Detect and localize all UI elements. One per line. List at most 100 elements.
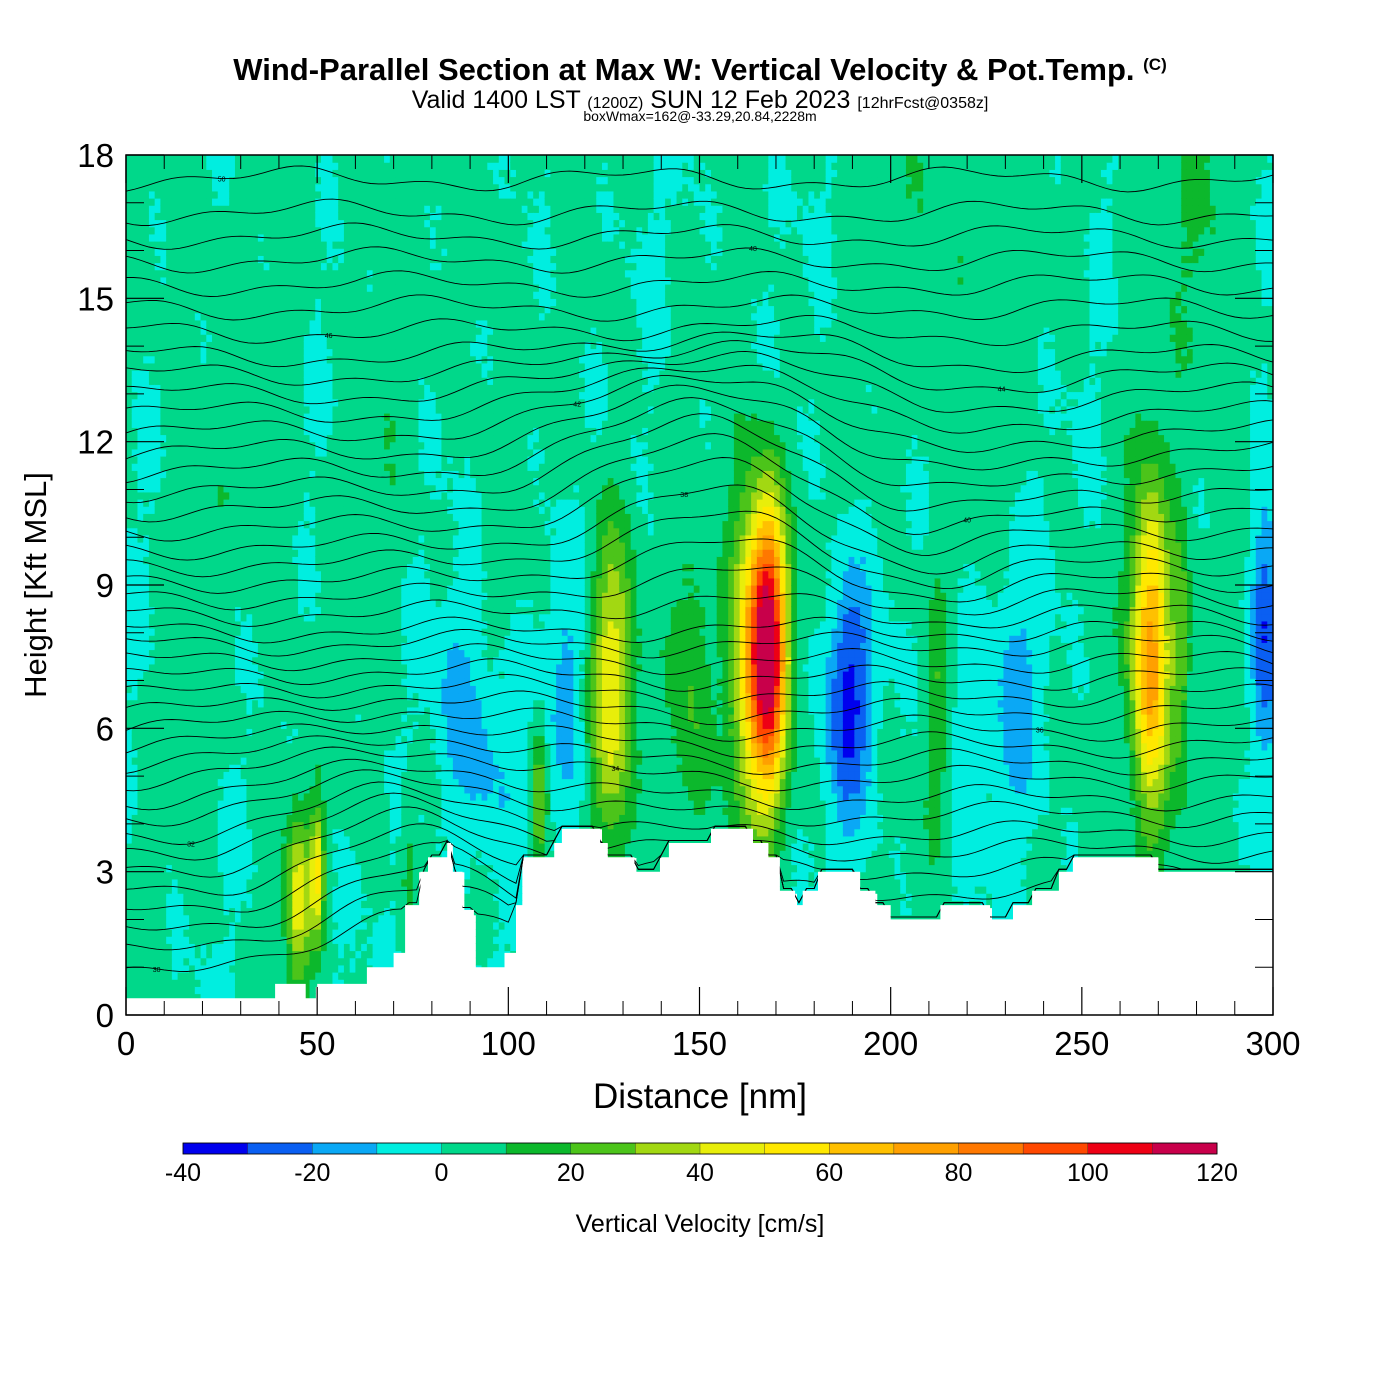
w-cell — [246, 312, 253, 321]
w-cell — [143, 921, 150, 930]
w-cell — [343, 205, 351, 213]
w-cell — [366, 592, 374, 600]
w-cell — [234, 506, 242, 514]
w-cell — [240, 420, 248, 428]
w-cell — [252, 663, 259, 672]
w-cell — [240, 749, 248, 758]
w-cell — [269, 843, 276, 851]
w-cell — [200, 599, 207, 608]
w-cell — [177, 534, 184, 543]
w-cell — [320, 585, 328, 593]
w-cell — [154, 405, 162, 414]
w-cell — [361, 628, 368, 636]
w-cell — [275, 771, 282, 780]
w-cell — [246, 563, 253, 572]
w-cell — [217, 929, 225, 937]
w-cell — [154, 413, 162, 421]
w-cell — [160, 936, 167, 944]
w-cell — [223, 255, 230, 264]
w-cell — [154, 456, 162, 464]
w-cell — [275, 907, 282, 916]
w-cell — [355, 155, 362, 163]
w-cell — [143, 226, 150, 235]
chart-title: Wind-Parallel Section at Max W: Vertical… — [0, 52, 1400, 88]
w-cell — [286, 599, 293, 608]
w-cell — [343, 520, 351, 529]
w-cell — [286, 857, 293, 866]
w-cell — [223, 305, 230, 314]
w-cell — [269, 212, 276, 221]
w-cell — [148, 427, 156, 436]
w-cell — [332, 649, 339, 658]
w-cell — [292, 262, 299, 271]
w-cell — [303, 929, 311, 937]
w-cell — [200, 413, 207, 421]
w-cell — [171, 212, 179, 221]
w-cell — [131, 721, 139, 729]
w-cell — [361, 420, 368, 428]
w-cell — [206, 663, 213, 672]
w-cell — [280, 219, 288, 228]
w-cell — [338, 183, 345, 192]
w-cell — [275, 699, 282, 708]
w-cell — [131, 685, 139, 694]
w-cell — [200, 800, 207, 808]
w-cell — [223, 649, 230, 658]
w-cell — [143, 957, 150, 966]
w-cell — [148, 828, 156, 837]
w-cell — [366, 663, 374, 672]
w-cell — [275, 635, 282, 643]
w-cell — [189, 814, 196, 823]
w-cell — [263, 814, 270, 823]
w-cell — [292, 943, 299, 952]
w-cell — [320, 226, 328, 235]
w-cell — [234, 735, 242, 744]
w-cell — [212, 757, 219, 765]
w-cell — [177, 183, 184, 192]
w-cell — [137, 821, 144, 830]
w-cell — [343, 929, 351, 937]
w-cell — [269, 886, 276, 894]
w-cell — [252, 721, 259, 729]
w-cell — [183, 606, 190, 615]
w-cell — [137, 642, 144, 651]
w-cell — [223, 155, 230, 163]
w-cell — [309, 190, 316, 199]
w-cell — [212, 276, 219, 285]
w-cell — [343, 964, 351, 973]
w-cell — [240, 348, 248, 357]
w-cell — [217, 183, 225, 192]
w-cell — [166, 169, 173, 178]
w-cell — [217, 656, 225, 665]
w-cell — [298, 628, 305, 636]
w-cell — [212, 792, 219, 801]
w-cell — [217, 663, 225, 672]
w-cell — [269, 327, 276, 335]
w-cell — [154, 241, 162, 249]
w-cell — [194, 728, 202, 737]
w-cell — [361, 427, 368, 436]
w-cell — [355, 878, 362, 887]
w-cell — [206, 699, 213, 708]
w-cell — [217, 993, 225, 1002]
w-cell — [315, 255, 322, 264]
w-cell — [206, 556, 213, 565]
w-cell — [361, 341, 368, 350]
w-cell — [212, 900, 219, 909]
w-cell — [154, 828, 162, 837]
w-cell — [212, 269, 219, 278]
w-cell — [143, 405, 150, 414]
w-cell — [223, 728, 230, 737]
w-cell — [234, 284, 242, 292]
w-cell — [269, 162, 276, 170]
w-cell — [280, 312, 288, 321]
w-cell — [194, 706, 202, 715]
w-cell — [137, 542, 144, 550]
w-cell — [343, 613, 351, 622]
w-cell — [189, 319, 196, 328]
w-cell — [309, 878, 316, 887]
w-cell — [269, 384, 276, 393]
w-cell — [303, 950, 311, 959]
w-cell — [343, 642, 351, 651]
w-cell — [194, 878, 202, 887]
